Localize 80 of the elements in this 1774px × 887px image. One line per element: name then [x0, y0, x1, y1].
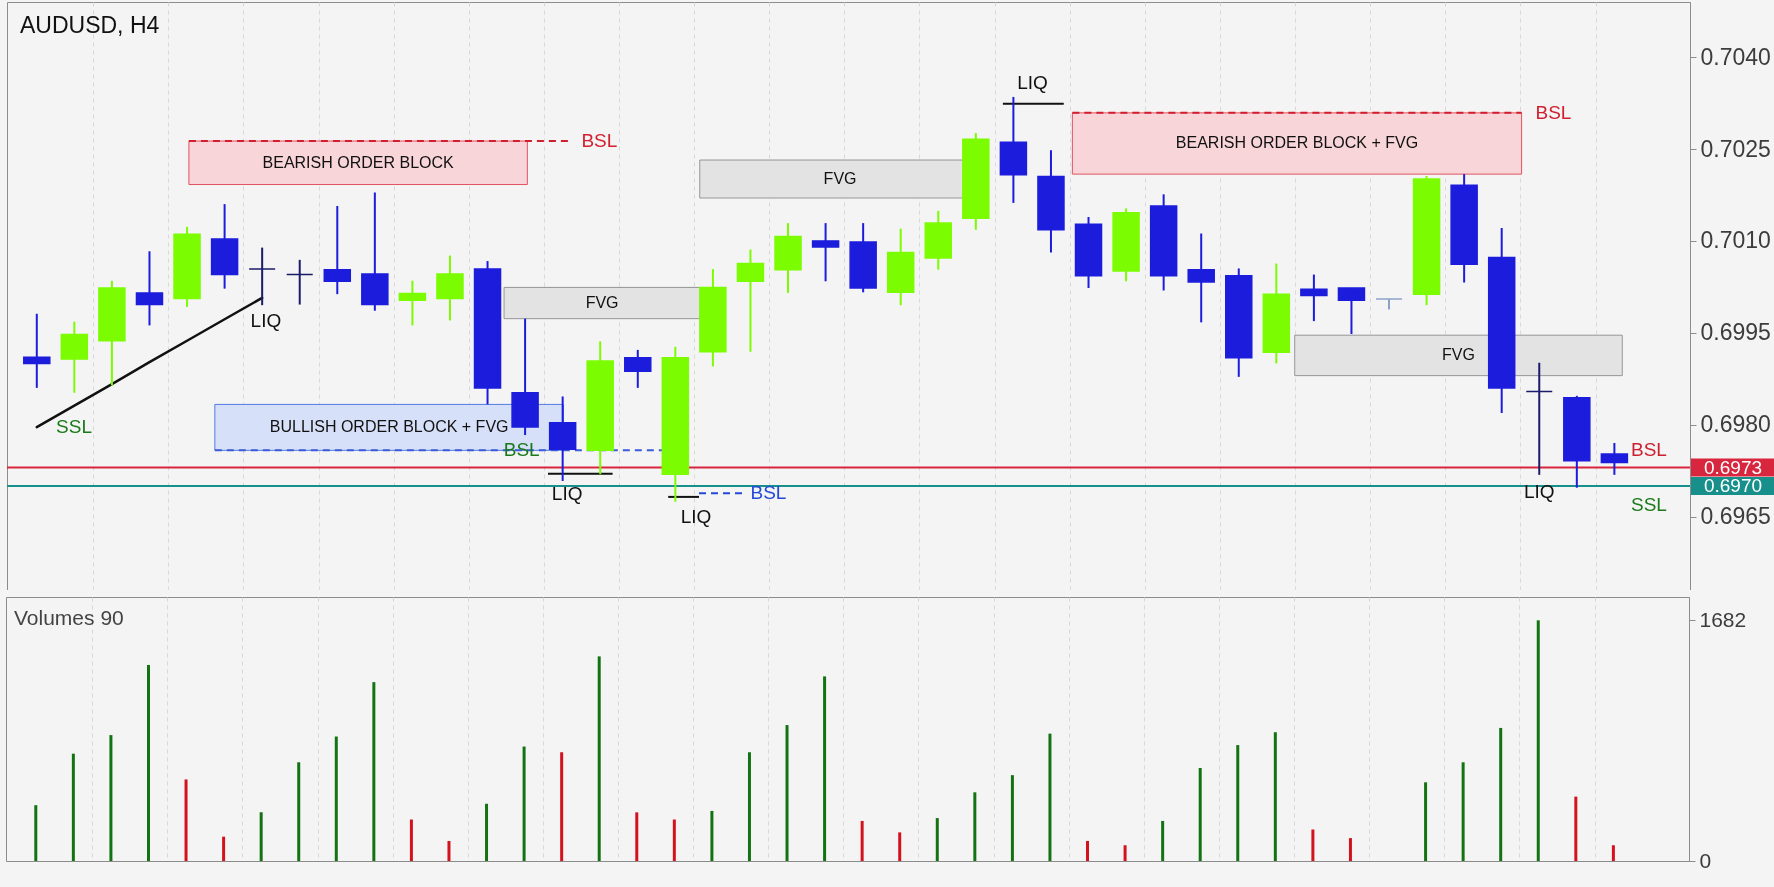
bar: [259, 812, 263, 861]
ref-line-label: BSL: [1535, 101, 1572, 123]
y-tick-label: 0.6965: [1700, 503, 1771, 529]
y-tick-label: 0: [1699, 848, 1712, 872]
bar: [1010, 775, 1014, 861]
bar: [1123, 845, 1127, 861]
bar: [146, 664, 150, 861]
bar: [184, 779, 188, 861]
ref-line-label: BSL: [581, 130, 618, 152]
bar: [1273, 732, 1277, 861]
bar: [1499, 727, 1503, 861]
bar: [1161, 820, 1165, 861]
ref-line-label: LIQ: [680, 505, 712, 527]
bar: [109, 735, 113, 861]
bar: [710, 810, 714, 861]
ref-line-label: LIQ: [1017, 71, 1048, 93]
bar: [71, 753, 75, 861]
bar: [1574, 796, 1578, 861]
bar: [447, 840, 451, 861]
annotation: BSL: [503, 439, 540, 461]
bar: [1611, 845, 1615, 861]
band-label: FVG: [585, 294, 619, 312]
bar: [1311, 829, 1315, 861]
y-tick-label: 1682: [1699, 607, 1747, 631]
bar: [1348, 838, 1352, 861]
bar: [823, 676, 827, 861]
candlestick: [285, 258, 314, 306]
y-tick-label: 0.6995: [1700, 319, 1771, 346]
bar: [1461, 762, 1465, 861]
ref-line-label: LIQ: [551, 482, 583, 504]
candlestick: [1300, 273, 1328, 323]
bar: [973, 792, 977, 861]
band-label: BEARISH ORDER BLOCK: [262, 153, 455, 171]
bar: [560, 752, 564, 861]
candlestick: [23, 312, 51, 389]
band-label: FVG: [1442, 346, 1475, 364]
annotation: LIQ: [1523, 480, 1555, 502]
chart-title: AUDUSD, H4: [20, 12, 160, 38]
annotation: SSL: [56, 416, 92, 437]
bar: [1048, 733, 1052, 861]
y-tick-label: 0.7010: [1700, 227, 1771, 254]
bar: [635, 812, 639, 861]
candlestick: [1600, 442, 1629, 476]
bar: [372, 682, 376, 861]
bar: [222, 836, 226, 861]
bar: [935, 818, 939, 861]
annotation: LIQ: [250, 309, 282, 331]
candlestick: [398, 279, 427, 327]
y-tick-label: 0.7025: [1700, 135, 1771, 162]
candlestick: [248, 246, 276, 307]
bar: [1536, 620, 1540, 861]
bar: [1198, 767, 1202, 861]
bar: [1086, 840, 1090, 861]
candlestick: [1187, 232, 1215, 324]
bar: [334, 736, 338, 861]
bar: [409, 819, 413, 861]
bar: [597, 656, 601, 861]
annotation: BSL: [1630, 438, 1667, 460]
bar: [672, 819, 676, 861]
band-label: BULLISH ORDER BLOCK + FVG: [269, 418, 509, 436]
bar: [860, 820, 864, 861]
band-label: BEARISH ORDER BLOCK + FVG: [1175, 134, 1419, 152]
bar: [485, 803, 489, 861]
bar: [898, 832, 902, 861]
candlestick: [811, 222, 840, 283]
candlestick: [323, 204, 352, 296]
ref-line-label: BSL: [750, 482, 787, 504]
bar: [1424, 782, 1428, 861]
y-tick-label: 0.7040: [1700, 43, 1771, 70]
bar: [34, 805, 38, 861]
chart-title: Volumes 90: [14, 606, 124, 629]
band-label: FVG: [823, 170, 857, 188]
annotation: SSL: [1630, 493, 1667, 515]
bar: [522, 746, 526, 861]
bar: [297, 762, 301, 861]
bar: [785, 725, 789, 861]
bar: [1236, 745, 1240, 861]
bar: [747, 752, 751, 861]
y-tick-label: 0.6980: [1700, 411, 1771, 438]
candlestick: [1525, 361, 1554, 476]
